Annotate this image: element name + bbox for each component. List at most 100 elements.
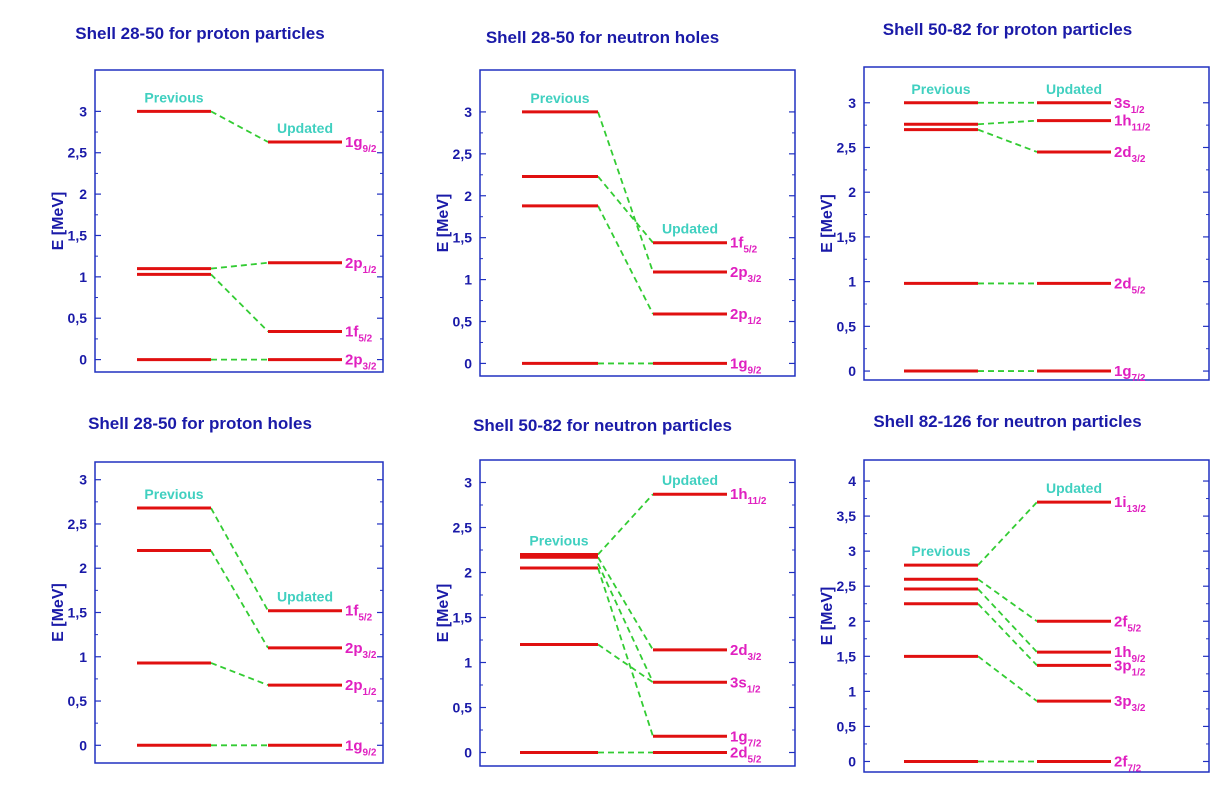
y-tick-label: 2,5: [837, 139, 857, 155]
updated-header: Updated: [1046, 480, 1102, 496]
orbital-label: 1g9/2: [345, 737, 377, 758]
y-tick-label: 1: [464, 655, 472, 671]
y-tick-label: 2: [79, 186, 87, 202]
y-tick-label: 3: [848, 95, 856, 111]
y-tick-label: 2: [848, 613, 856, 629]
previous-header: Previous: [144, 486, 203, 502]
y-axis-label: E [MeV]: [819, 194, 836, 253]
orbital-label: 2d3/2: [730, 642, 762, 663]
panel-proton-particles-50-82: Shell 50-82 for proton particles 0 0,5 1 1,…: [800, 0, 1215, 390]
y-tick-label: 3,5: [837, 508, 857, 524]
y-tick-label: 0: [79, 737, 87, 753]
orbital-label: 2p3/2: [345, 640, 377, 661]
level-diagram: 0 0,5 1 1,5 2 2,5 3 E [MeV] 1f5/2 2p3/2 2p1/2 1g9/2…: [435, 69, 796, 377]
previous-header: Previous: [144, 89, 203, 105]
level-diagram: 0 0,5 1 1,5 2 2,5 3 E [MeV] 1f5/2 2p3/2 2p1/2 1g9/2…: [50, 461, 384, 764]
level-connector: [210, 110, 269, 143]
y-axis-label: E [MeV]: [435, 584, 452, 643]
plot-frame: [863, 459, 1210, 773]
updated-header: Updated: [662, 472, 718, 488]
y-tick-label: 1: [848, 274, 856, 290]
y-tick-label: 0,5: [68, 310, 88, 326]
y-tick-label: 1,5: [68, 227, 88, 243]
y-tick-label: 1,5: [453, 610, 473, 626]
orbital-label: 1i13/2: [1114, 494, 1146, 515]
orbital-label: 2d3/2: [1114, 144, 1146, 165]
orbital-label: 2p1/2: [730, 306, 762, 327]
y-tick-label: 1: [464, 272, 472, 288]
panel-proton-particles-28-50: Shell 28-50 for proton particles 0 0,5 1 1,…: [0, 0, 400, 390]
y-tick-label: 3: [79, 103, 87, 119]
orbital-label: 1f5/2: [730, 235, 758, 256]
y-tick-label: 0,5: [68, 693, 88, 709]
y-tick-label: 0,5: [837, 718, 857, 734]
y-tick-label: 2: [464, 188, 472, 204]
y-tick-label: 0,5: [453, 700, 473, 716]
level-diagram: 0 0,5 1 1,5 2 2,5 3 E [MeV] 1g9/2 2p1/2 1f5/2 2p3/2…: [50, 69, 384, 373]
level-connector: [597, 175, 654, 244]
panel-proton-holes-28-50: Shell 28-50 for proton holes 0 0,5 1 1,5 2 2,…: [0, 390, 400, 783]
level-connector: [597, 643, 654, 684]
orbital-label: 1f5/2: [345, 323, 373, 344]
level-connector: [210, 261, 269, 270]
level-connector: [210, 662, 269, 686]
level-connector: [597, 567, 654, 737]
y-tick-label: 0: [848, 363, 856, 379]
orbital-label: 2d5/2: [1114, 275, 1146, 296]
y-axis-label: E [MeV]: [435, 194, 452, 253]
level-connector: [597, 556, 654, 651]
chart-title: Shell 28-50 for proton particles: [75, 24, 325, 43]
level-connector: [977, 655, 1038, 702]
panel-neutron-particles-50-82: Shell 50-82 for neutron particles 0 0,5 1 1…: [405, 390, 800, 783]
y-tick-label: 3: [79, 472, 87, 488]
y-tick-label: 1: [79, 649, 87, 665]
plot-frame: [479, 69, 796, 377]
y-tick-label: 1: [848, 683, 856, 699]
chart-title: Shell 50-82 for neutron particles: [473, 416, 732, 435]
orbital-label: 3s1/2: [730, 674, 761, 695]
y-axis-label: E [MeV]: [50, 192, 67, 251]
y-tick-label: 0: [464, 355, 472, 371]
level-connector: [597, 111, 654, 273]
y-tick-label: 0: [79, 352, 87, 368]
orbital-label: 3s1/2: [1114, 95, 1145, 116]
y-tick-label: 2,5: [837, 578, 857, 594]
plot-frame: [863, 66, 1210, 381]
orbital-label: 1g7/2: [1114, 363, 1146, 384]
y-tick-label: 1: [79, 269, 87, 285]
level-connector: [977, 119, 1038, 126]
y-tick-label: 0: [464, 745, 472, 761]
previous-header: Previous: [530, 90, 589, 106]
previous-header: Previous: [529, 533, 588, 549]
level-diagram: 0 0,5 1 1,5 2 2,5 3 E [MeV] 1h11/2 2d3/2 3s1/2 1g7/…: [435, 459, 796, 767]
y-tick-label: 4: [848, 473, 856, 489]
orbital-label: 2p3/2: [730, 264, 762, 285]
orbital-label: 1h11/2: [1114, 113, 1151, 134]
level-connector: [977, 603, 1038, 667]
level-diagram: 0 0,5 1 1,5 2 2,5 3 3,5 4 E [MeV] 1i13/2 2f5/2 1h9/2…: [819, 459, 1210, 774]
orbital-label: 1h9/2: [1114, 644, 1146, 665]
chart-title: Shell 28-50 for neutron holes: [485, 28, 720, 47]
level-connector: [597, 205, 654, 315]
level-connector: [977, 128, 1038, 153]
y-tick-label: 1,5: [68, 605, 88, 621]
level-connector: [597, 493, 654, 556]
y-tick-label: 2,5: [453, 520, 473, 536]
level-connector: [977, 501, 1038, 566]
y-tick-label: 1,5: [837, 648, 857, 664]
panel-neutron-holes-28-50: Shell 28-50 for neutron holes 0 0,5 1 1,5 2 2…: [405, 0, 800, 390]
previous-header: Previous: [911, 543, 970, 559]
orbital-label: 1g7/2: [730, 728, 762, 749]
level-connector: [597, 563, 654, 683]
orbital-label: 2f5/2: [1114, 613, 1142, 634]
chart-title: Shell 50-82 for proton particles: [882, 20, 1133, 39]
y-tick-label: 3: [464, 475, 472, 491]
level-connector: [977, 588, 1038, 653]
y-tick-label: 3: [464, 104, 472, 120]
updated-header: Updated: [277, 120, 333, 136]
orbital-label: 1h11/2: [730, 486, 767, 507]
orbital-label: 3p3/2: [1114, 693, 1146, 714]
orbital-label: 1f5/2: [345, 603, 373, 624]
